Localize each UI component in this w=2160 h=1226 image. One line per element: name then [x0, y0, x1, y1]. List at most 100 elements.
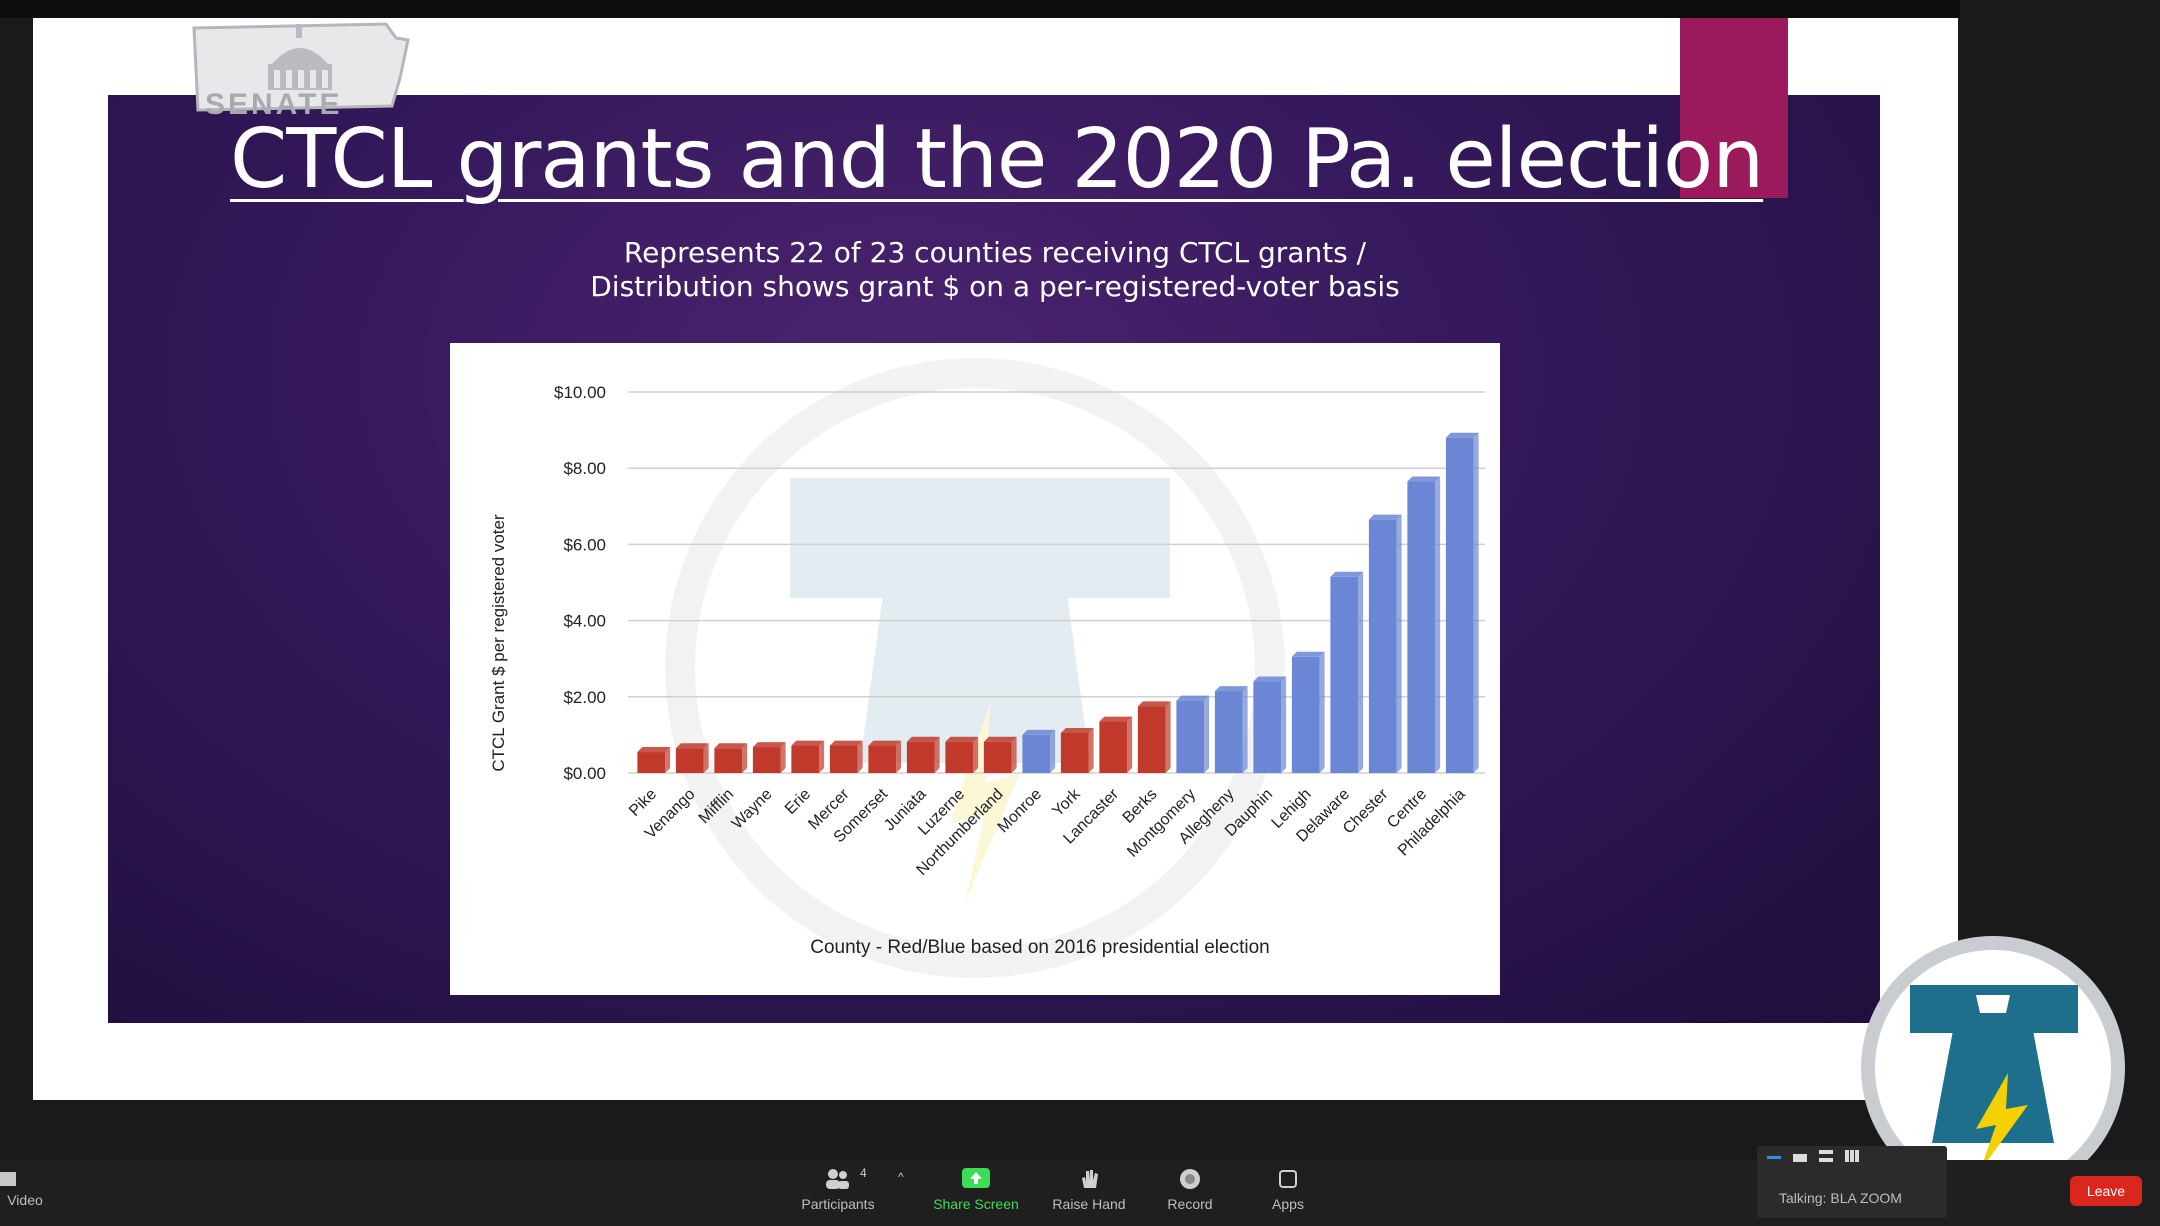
bar-top	[868, 740, 902, 746]
bar-side	[1396, 514, 1402, 773]
bar-top	[1291, 651, 1325, 657]
bar-face	[1407, 481, 1436, 773]
bar-face	[637, 752, 666, 773]
bar-top	[1214, 686, 1248, 692]
bar-face	[1291, 656, 1320, 773]
senate-logo	[192, 22, 410, 112]
x-axis-label: County - Red/Blue based on 2016 presiden…	[810, 937, 1269, 958]
bar-erie	[791, 740, 825, 773]
record-button[interactable]: Record	[1150, 1168, 1230, 1212]
bar-top	[714, 743, 748, 749]
bar-face	[714, 748, 743, 773]
bar-side	[1358, 571, 1364, 773]
minimize-icon[interactable]	[1767, 1156, 1781, 1159]
bar-york	[1060, 727, 1094, 773]
bar-pike	[637, 747, 671, 773]
bar-wayne	[752, 742, 786, 773]
bar-side	[1127, 716, 1133, 773]
accent-block	[1680, 18, 1788, 198]
y-tick-label: $8.00	[563, 459, 606, 478]
record-label: Record	[1167, 1196, 1213, 1212]
bar-face	[983, 741, 1012, 773]
gallery-view-icon[interactable]	[1845, 1150, 1859, 1162]
bar-face	[945, 741, 974, 773]
participants-caret-icon[interactable]: ^	[898, 1170, 904, 1184]
view-mode-icon-1[interactable]	[1793, 1154, 1807, 1162]
bar-side	[973, 736, 979, 773]
bar-face	[1368, 519, 1397, 773]
bar-venango	[675, 743, 709, 773]
bar-mifflin	[714, 743, 748, 773]
bar-monroe	[1022, 729, 1056, 773]
raise-hand-button[interactable]: Raise Hand	[1044, 1168, 1134, 1212]
bar-side	[934, 736, 940, 773]
participants-button[interactable]: Participants	[793, 1168, 883, 1212]
bar-chester	[1368, 514, 1402, 773]
bar-face	[675, 748, 704, 773]
bar-side	[1319, 651, 1325, 773]
speaker-view-panel: Talking: BLA ZOOM	[1757, 1146, 1947, 1218]
bar-face	[752, 747, 781, 773]
raise-hand-label: Raise Hand	[1052, 1196, 1126, 1212]
bar-lehigh	[1291, 651, 1325, 773]
bar-top	[829, 740, 863, 746]
x-tick-label: Pike	[626, 786, 660, 820]
y-tick-label: $2.00	[563, 688, 606, 707]
bar-side	[1473, 432, 1479, 773]
bar-top	[1137, 701, 1171, 707]
bar-side	[1435, 476, 1441, 773]
bar-juniata	[906, 736, 940, 773]
bar-face	[791, 745, 820, 773]
share-screen-button[interactable]: Share Screen	[928, 1168, 1024, 1212]
video-button[interactable]: Video	[0, 1172, 50, 1208]
bar-top	[1099, 716, 1133, 722]
bar-montgomery	[1176, 695, 1210, 773]
bar-face	[829, 745, 858, 773]
bar-face	[1099, 721, 1128, 773]
raise-hand-icon	[1082, 1170, 1098, 1188]
share-screen-label: Share Screen	[933, 1196, 1019, 1212]
apps-icon	[1279, 1170, 1297, 1188]
bar-side	[819, 740, 825, 773]
y-tick-label: $10.00	[554, 383, 606, 402]
bar-face	[1214, 691, 1243, 773]
record-icon	[1180, 1169, 1200, 1189]
slide-subtitle: Represents 22 of 23 counties receiving C…	[530, 236, 1460, 304]
video-camera-icon	[0, 1172, 16, 1186]
apps-button[interactable]: Apps	[1250, 1168, 1326, 1212]
y-tick-label: $6.00	[563, 535, 606, 554]
bar-face	[1445, 437, 1474, 773]
bar-delaware	[1330, 571, 1364, 773]
bar-centre	[1407, 476, 1441, 773]
bar-mercer	[829, 740, 863, 773]
bar-somerset	[868, 740, 902, 773]
bar-face	[1022, 734, 1051, 773]
bar-top	[1407, 476, 1441, 482]
view-mode-icon-2[interactable]	[1819, 1150, 1833, 1162]
liberty-bell-logo	[1861, 936, 2125, 1200]
leave-button[interactable]: Leave	[2070, 1176, 2142, 1206]
bar-side	[1242, 686, 1248, 773]
bar-face	[1176, 700, 1205, 773]
bar-top	[752, 742, 786, 748]
bar-face	[1060, 732, 1089, 773]
senate-logo-text: SENATE	[205, 88, 343, 121]
bar-top	[675, 743, 709, 749]
video-button-label: Video	[7, 1192, 43, 1208]
bar-face	[868, 745, 897, 773]
bar-top	[906, 736, 940, 742]
bar-top	[1022, 729, 1056, 735]
bar-side	[1050, 729, 1056, 773]
bar-berks	[1137, 701, 1171, 773]
chart-panel: $10.00 $8.00 $6.00 $4.00 $2.00 $0.00 Pike Venan…	[450, 343, 1500, 995]
bar-allegheny	[1214, 686, 1248, 773]
share-screen-icon	[962, 1168, 990, 1188]
bar-side	[1088, 727, 1094, 773]
y-tick-label: $0.00	[563, 764, 606, 783]
y-tick-label: $4.00	[563, 612, 606, 631]
bar-side	[857, 740, 863, 773]
bar-face	[1137, 706, 1166, 773]
bar-side	[1011, 736, 1017, 773]
talking-indicator: Talking: BLA ZOOM	[1779, 1190, 1902, 1206]
bar-chart: $10.00$8.00$6.00$4.00$2.00$0.00PikeVenan…	[489, 358, 1485, 978]
